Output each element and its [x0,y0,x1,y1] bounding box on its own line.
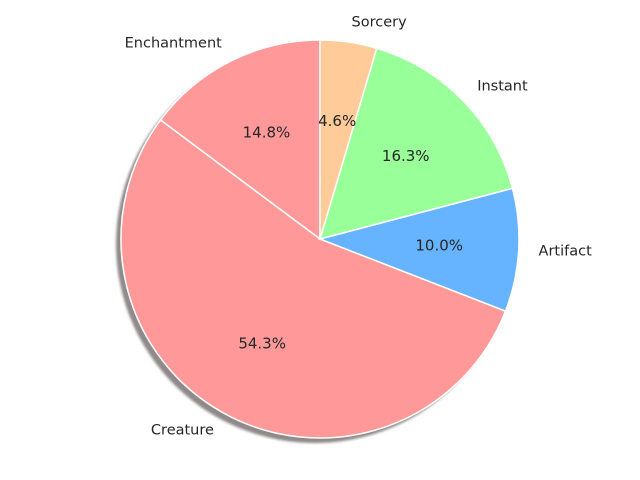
slice-label-artifact: Artifact [539,243,593,259]
pie-slice-creature [120,118,507,439]
slice-percent-sorcery: 4.6% [318,112,356,130]
pie-slice-sorcery [319,39,378,240]
slice-percent-enchantment: 14.8% [243,123,291,141]
pie-slice-artifact [317,187,520,313]
slice-label-creature: Creature [151,422,214,438]
pie-slices [120,39,520,439]
slice-label-instant: Instant [477,79,528,95]
slice-percent-creature: 54.3% [238,334,286,352]
slice-label-enchantment: Enchantment [125,35,223,51]
slice-percent-instant: 16.3% [382,147,430,165]
slice-percent-artifact: 10.0% [415,237,463,255]
slice-label-sorcery: Sorcery [352,14,408,30]
pie-slice-enchantment [159,39,321,241]
pie-slice-instant [318,47,514,241]
pie-labels: Enchantment 14.8% Creature 54.3% Artifact 10.… [125,14,592,438]
